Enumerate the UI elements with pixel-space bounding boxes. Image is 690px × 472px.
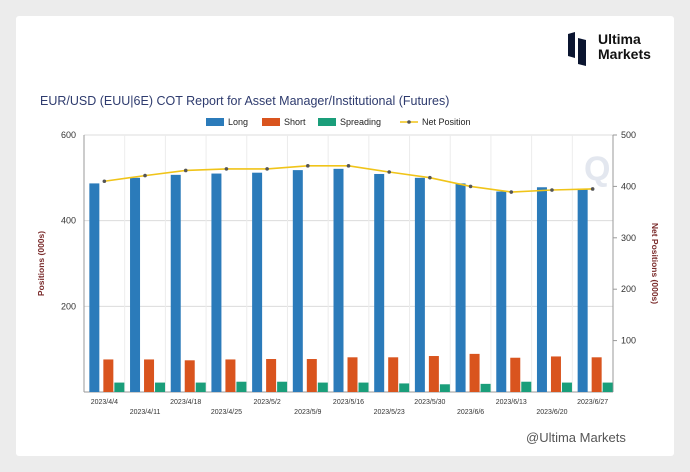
bar-long [414,177,425,392]
bar-spreading [480,383,491,392]
bar-spreading [236,381,247,392]
x-tick-label: 2023/4/4 [91,399,118,406]
bar-long [170,174,181,392]
net-position-point [102,179,107,184]
x-tick-label: 2023/4/11 [130,409,161,416]
bar-short [266,359,277,392]
bar-long [130,177,141,392]
bar-short [103,359,114,392]
x-tick-label: 2023/5/2 [253,399,280,406]
x-tick-label: 2023/6/20 [536,409,567,416]
legend-label-long: Long [228,117,248,127]
bar-long [536,187,547,392]
net-position-point [183,168,188,173]
bar-short [510,357,521,392]
x-tick-label: 2023/4/18 [170,399,201,406]
bar-spreading [399,383,410,392]
bar-spreading [155,382,166,392]
bar-short [225,359,236,392]
y2-tick-label: 500 [621,130,636,140]
bar-long [333,168,344,392]
chart-title: EUR/USD (EUU|6E) COT Report for Asset Ma… [40,94,450,108]
net-position-point [265,167,269,171]
legend-swatch-long [206,118,224,126]
x-tick-label: 2023/5/23 [374,409,405,416]
x-tick-label: 2023/6/13 [496,399,527,406]
net-position-point [590,187,595,191]
bar-short [144,359,155,392]
bar-long [455,183,466,392]
net-position-point [387,170,391,174]
bar-long [89,183,100,392]
y2-tick-label: 100 [621,336,636,346]
legend-label-short: Short [284,117,306,127]
net-position-point [143,173,147,178]
bar-spreading [317,382,328,392]
logo-mark-icon [568,32,586,66]
bar-short [184,360,195,392]
net-position-point [428,175,432,180]
bar-spreading [561,382,572,392]
logo-text-line2: Markets [598,46,651,62]
net-position-point [509,190,514,194]
y2-axis-title: Net Positions (000s) [650,223,660,304]
net-position-point [468,184,473,189]
bar-short [550,356,561,392]
bar-long [496,191,507,392]
bar-long [211,173,222,392]
bar-spreading [277,381,288,392]
bar-long [252,172,263,392]
y2-tick-label: 200 [621,284,636,294]
bar-spreading [521,381,532,392]
bar-long [577,188,588,392]
logo-text-line1: Ultima [598,31,641,47]
bar-short [347,357,358,392]
y2-tick-label: 400 [621,181,636,191]
legend-marker-net-position [407,120,411,124]
legend-swatch-short [262,118,280,126]
net-position-point [346,164,351,168]
bar-long [292,170,303,392]
chart-card: Ultima Markets EUR/USD (EUU|6E) COT Repo… [16,16,674,456]
y-tick-label: 400 [61,216,76,226]
bar-short [306,359,317,392]
bar-spreading [439,384,450,392]
watermark-text: @Ultima Markets [526,430,626,445]
y-tick-label: 600 [61,130,76,140]
x-tick-label: 2023/6/27 [577,399,608,406]
bar-short [388,357,399,392]
bar-short [469,353,480,392]
net-position-point [306,164,310,168]
legend-label-net-position: Net Position [422,117,471,127]
y-tick-label: 200 [61,301,76,311]
x-tick-label: 2023/6/6 [457,409,484,416]
ultima-markets-logo: Ultima Markets [564,28,674,72]
legend-label-spreading: Spreading [340,117,381,127]
x-tick-label: 2023/4/25 [211,409,242,416]
bar-spreading [195,382,206,392]
x-tick-label: 2023/5/9 [294,409,321,416]
bar-short [591,357,602,392]
y2-tick-label: 300 [621,233,636,243]
bar-spreading [358,382,369,392]
bar-long [374,173,385,392]
x-tick-label: 2023/5/16 [333,399,364,406]
x-tick-label: 2023/5/30 [414,399,445,406]
net-position-point [224,167,229,171]
bar-short [428,356,439,392]
net-position-point [550,188,554,192]
bar-spreading [114,382,125,392]
legend-swatch-spreading [318,118,336,126]
y-axis-title: Positions (000s) [36,231,46,296]
q-watermark-icon: Q [584,150,610,188]
bar-spreading [602,382,613,392]
